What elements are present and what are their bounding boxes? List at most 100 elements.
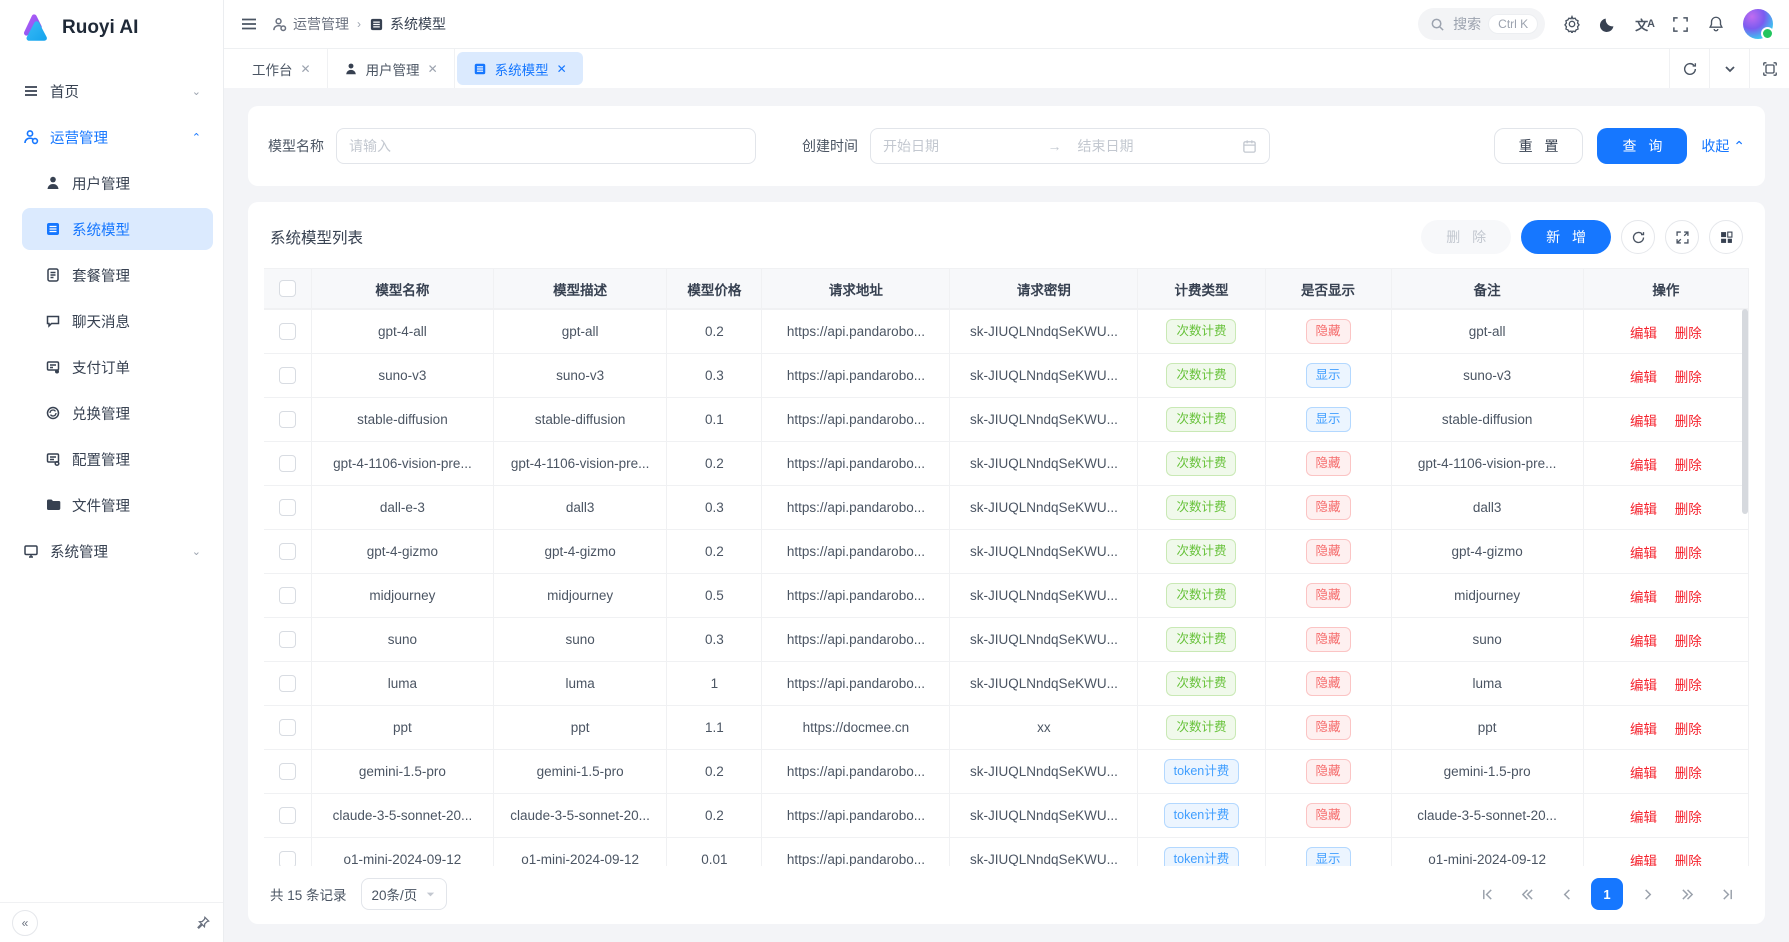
menu-toggle-icon[interactable] (240, 15, 258, 33)
settings-icon[interactable] (1563, 15, 1581, 33)
edit-link[interactable]: 编辑 (1629, 765, 1657, 781)
reset-button[interactable]: 重 置 (1493, 128, 1584, 164)
close-icon[interactable]: ✕ (300, 61, 311, 76)
sidebar-collapse-button[interactable]: « (12, 909, 38, 936)
breadcrumb-item-operations[interactable]: 运营管理 (272, 14, 349, 34)
sidebar-item-user-management[interactable]: 用户管理 (22, 162, 213, 204)
row-checkbox[interactable] (279, 323, 296, 340)
sidebar-item-file-management[interactable]: 文件管理 (22, 484, 213, 526)
close-icon[interactable]: ✕ (427, 61, 438, 76)
content-fullscreen-icon[interactable] (1749, 49, 1789, 88)
collapse-filter-link[interactable]: 收起 ⌃ (1701, 138, 1745, 154)
edit-link[interactable]: 编辑 (1629, 677, 1657, 693)
app-logo[interactable]: Ruoyi AI (0, 0, 223, 56)
fullscreen-icon[interactable] (1672, 16, 1689, 33)
scrollbar-thumb[interactable] (1742, 309, 1748, 514)
row-checkbox[interactable] (279, 587, 296, 604)
create-time-filter: 创建时间 开始日期 → 结束日期 (802, 128, 1270, 164)
select-all-checkbox[interactable] (279, 280, 296, 297)
edit-link[interactable]: 编辑 (1629, 369, 1657, 385)
tab-workbench[interactable]: 工作台 ✕ (236, 49, 328, 88)
delete-link[interactable]: 删除 (1674, 325, 1702, 341)
edit-link[interactable]: 编辑 (1629, 809, 1657, 825)
notifications-icon[interactable] (1707, 15, 1725, 33)
query-button[interactable]: 查 询 (1597, 128, 1688, 164)
tab-system-model[interactable]: 系统模型 ✕ (456, 52, 583, 85)
sidebar-item-home[interactable]: 首页 ⌄ (10, 70, 213, 112)
delete-link[interactable]: 删除 (1674, 501, 1702, 517)
page-number-button[interactable]: 1 (1591, 878, 1623, 910)
delete-link[interactable]: 删除 (1674, 765, 1702, 781)
delete-link[interactable]: 删除 (1674, 853, 1702, 867)
sidebar: Ruoyi AI 首页 ⌄ 运营管理 ⌃ (0, 0, 224, 942)
pin-icon[interactable] (196, 915, 211, 930)
sidebar-item-payment-orders[interactable]: 支付订单 (22, 346, 213, 388)
row-checkbox[interactable] (279, 543, 296, 560)
delete-link[interactable]: 删除 (1674, 809, 1702, 825)
page-size-select[interactable]: 20条/页 (360, 878, 448, 910)
jump-back-button[interactable] (1511, 878, 1543, 910)
edit-link[interactable]: 编辑 (1629, 589, 1657, 605)
actions-cell: 编辑 删除 (1582, 661, 1749, 706)
row-checkbox[interactable] (279, 719, 296, 736)
pagination-bar: 共 15 条记录 20条/页 (264, 866, 1749, 924)
edit-link[interactable]: 编辑 (1629, 721, 1657, 737)
refresh-table-icon[interactable] (1621, 220, 1655, 254)
edit-link[interactable]: 编辑 (1629, 545, 1657, 561)
sidebar-item-chat-messages[interactable]: 聊天消息 (22, 300, 213, 342)
delete-link[interactable]: 删除 (1674, 457, 1702, 473)
date-range-picker[interactable]: 开始日期 → 结束日期 (870, 128, 1270, 164)
breadcrumb-item-system-model[interactable]: 系统模型 (369, 14, 446, 34)
delete-link[interactable]: 删除 (1674, 413, 1702, 429)
delete-link[interactable]: 删除 (1674, 589, 1702, 605)
model-price-cell: 1.1 (666, 705, 763, 750)
table-fullscreen-icon[interactable] (1665, 220, 1699, 254)
sidebar-item-operations[interactable]: 运营管理 ⌃ (10, 116, 213, 158)
tab-menu-chevron-icon[interactable] (1709, 49, 1749, 88)
column-settings-icon[interactable] (1709, 220, 1743, 254)
avatar[interactable] (1743, 9, 1774, 40)
delete-link[interactable]: 删除 (1674, 677, 1702, 693)
jump-forward-button[interactable] (1671, 878, 1703, 910)
edit-link[interactable]: 编辑 (1629, 633, 1657, 649)
delete-link[interactable]: 删除 (1674, 721, 1702, 737)
prev-page-button[interactable] (1551, 878, 1583, 910)
top-bar: 运营管理 › 系统模型 搜索 Ctrl K (224, 0, 1789, 48)
delete-link[interactable]: 删除 (1674, 369, 1702, 385)
row-checkbox[interactable] (279, 851, 296, 866)
edit-link[interactable]: 编辑 (1629, 501, 1657, 517)
delete-link[interactable]: 删除 (1674, 545, 1702, 561)
dark-mode-icon[interactable] (1599, 15, 1617, 33)
row-checkbox[interactable] (279, 807, 296, 824)
next-page-button[interactable] (1631, 878, 1663, 910)
last-page-button[interactable] (1711, 878, 1743, 910)
edit-link[interactable]: 编辑 (1629, 325, 1657, 341)
first-page-button[interactable] (1471, 878, 1503, 910)
sidebar-item-label: 首页 (50, 84, 79, 101)
edit-link[interactable]: 编辑 (1629, 457, 1657, 473)
model-name-input[interactable] (336, 128, 756, 164)
row-checkbox[interactable] (279, 499, 296, 516)
sidebar-item-config-management[interactable]: 配置管理 (22, 438, 213, 480)
row-checkbox[interactable] (279, 455, 296, 472)
row-checkbox[interactable] (279, 631, 296, 648)
row-checkbox[interactable] (279, 675, 296, 692)
tab-user-management[interactable]: 用户管理 ✕ (328, 49, 455, 88)
table-scrollbar[interactable] (1741, 309, 1749, 866)
edit-link[interactable]: 编辑 (1629, 853, 1657, 867)
delete-selected-button[interactable]: 删 除 (1421, 220, 1512, 254)
close-icon[interactable]: ✕ (556, 61, 567, 76)
row-checkbox[interactable] (279, 367, 296, 384)
edit-link[interactable]: 编辑 (1629, 413, 1657, 429)
add-button[interactable]: 新 增 (1521, 220, 1611, 254)
sidebar-item-exchange-management[interactable]: 兑换管理 (22, 392, 213, 434)
sidebar-item-package-management[interactable]: 套餐管理 (22, 254, 213, 296)
delete-link[interactable]: 删除 (1674, 633, 1702, 649)
refresh-tab-icon[interactable] (1669, 49, 1709, 88)
sidebar-item-system-model[interactable]: 系统模型 (22, 208, 213, 250)
sidebar-item-system-management[interactable]: 系统管理 ⌄ (10, 530, 213, 572)
row-checkbox[interactable] (279, 763, 296, 780)
row-checkbox[interactable] (279, 411, 296, 428)
global-search[interactable]: 搜索 Ctrl K (1418, 8, 1546, 40)
